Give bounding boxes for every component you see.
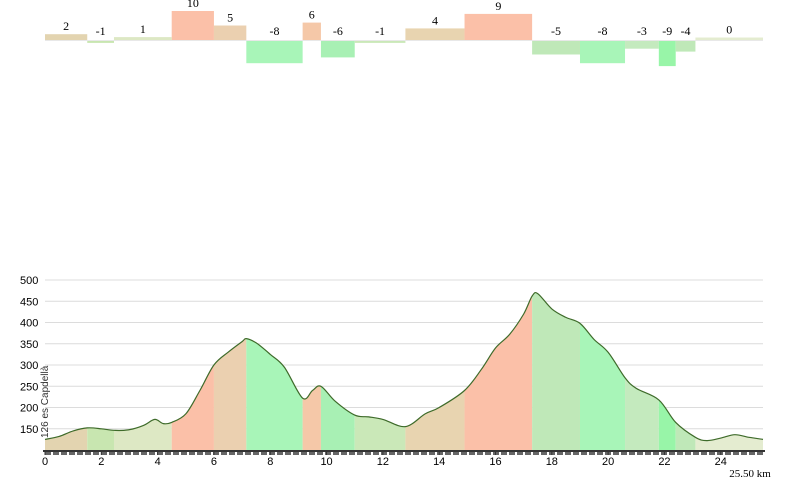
profile-fill-segment [87, 292, 114, 450]
profile-fill-segment [464, 292, 533, 450]
x-tick-label: 20 [602, 456, 614, 468]
x-tick-label: 4 [155, 456, 161, 468]
profile-line-group [44, 291, 764, 442]
profile-fill-segment [695, 292, 763, 450]
x-tick-label: 18 [546, 456, 558, 468]
x-tick-label: 10 [320, 456, 332, 468]
grade-bar [45, 34, 88, 40]
grade-label: -3 [637, 24, 647, 38]
grade-bar [405, 28, 465, 40]
profile-fill-segment [625, 292, 659, 450]
grade-bar [302, 22, 321, 40]
profile-fill-segment [405, 292, 465, 450]
profile-fill-segment [45, 292, 88, 450]
x-tick-label: 24 [715, 456, 727, 468]
grade-bar [675, 40, 696, 52]
grade-label: 2 [63, 19, 69, 33]
profile-fill-segment [302, 292, 321, 450]
y-tick-label: 150 [20, 424, 38, 436]
y-tick-label: 300 [20, 360, 38, 372]
y-tick-label: 500 [20, 275, 38, 287]
grade-bar [579, 40, 626, 64]
x-tick-label: 12 [377, 456, 389, 468]
profile-fill-segment [675, 292, 696, 450]
x-tick-label: 0 [42, 456, 48, 468]
grade-bar [87, 40, 114, 43]
grade-bar [354, 40, 406, 43]
x-axis: 0 2 4 6 8 10 12 14 16 18 20 22 24 [42, 450, 765, 468]
y-tick-label: 350 [20, 339, 38, 351]
profile-fill-segment [171, 292, 214, 450]
grade-bar [246, 40, 303, 64]
y-tick-label: 250 [20, 381, 38, 393]
grade-label: -1 [375, 24, 385, 38]
grade-label: 6 [309, 8, 315, 22]
grade-bar [113, 37, 172, 40]
profile-fill-segment [320, 292, 355, 450]
grade-label: -6 [333, 24, 343, 38]
grade-label: -8 [269, 24, 279, 38]
y-tick-label: 400 [20, 318, 38, 330]
x-tick-label: 22 [658, 456, 670, 468]
profile-line [44, 291, 764, 442]
profile-fill-segment [579, 292, 626, 450]
grade-label: 9 [495, 0, 501, 13]
grade-bar [625, 40, 659, 49]
profile-fill-segment [246, 292, 303, 450]
grade-label: 5 [227, 11, 233, 25]
start-location-label: 126 es Capdellà [40, 365, 51, 438]
gradient-bar-chart: 2 -1 1 10 5 -8 6 -6 -1 4 9 -5 -8 -3 -9 -4 0 [45, 0, 763, 67]
x-tick-label: 14 [433, 456, 445, 468]
grade-label: 10 [187, 0, 199, 10]
grade-bar [171, 11, 214, 40]
grade-bar [213, 25, 247, 40]
grade-label: 4 [432, 13, 438, 27]
profile-fill-segment [532, 292, 580, 450]
grade-bar [658, 40, 676, 67]
grade-bar [532, 40, 580, 55]
y-tick-label: 200 [20, 403, 38, 415]
grade-label: -4 [681, 24, 691, 38]
grade-label: -8 [598, 24, 608, 38]
profile-fill-segment [658, 292, 676, 450]
x-tick-label: 16 [489, 456, 501, 468]
grade-label: 0 [726, 23, 732, 37]
profile-area-fills [45, 292, 763, 450]
grade-label: -9 [662, 24, 672, 38]
x-tick-label: 2 [98, 456, 104, 468]
y-tick-label: 450 [20, 296, 38, 308]
grade-label: -1 [96, 24, 106, 38]
x-tick-label: 6 [211, 456, 217, 468]
grade-bar [695, 37, 763, 40]
grade-bar [464, 13, 533, 40]
x-axis-line [43, 450, 765, 452]
grade-label: 1 [140, 22, 146, 36]
grade-label: -5 [551, 24, 561, 38]
y-axis-labels: 150 200 250 300 350 400 450 500 [20, 275, 38, 436]
grade-bar [320, 40, 355, 58]
profile-fill-segment [354, 292, 406, 450]
total-distance-label: 25.50 km [729, 468, 771, 480]
x-tick-label: 8 [267, 456, 273, 468]
